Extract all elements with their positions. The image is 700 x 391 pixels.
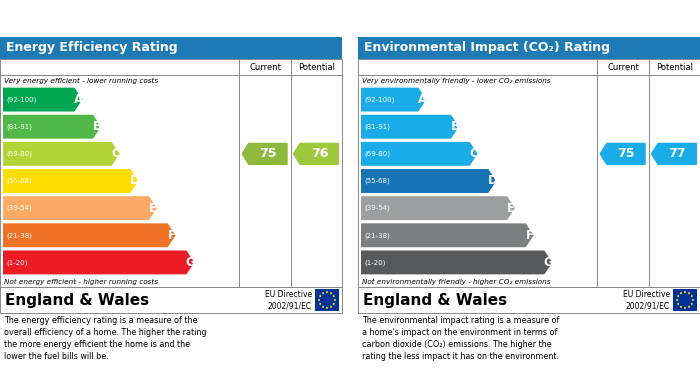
Bar (358, 37, 700, 59)
Bar (0, 59, 342, 287)
Bar (358, 287, 700, 313)
Polygon shape (361, 196, 515, 220)
Text: 75: 75 (259, 147, 276, 160)
Text: (21-38): (21-38) (6, 232, 32, 239)
Polygon shape (3, 251, 195, 274)
Bar (315, 289, 339, 311)
Text: Potential: Potential (656, 63, 693, 72)
Polygon shape (319, 295, 321, 297)
Text: EU Directive
2002/91/EC: EU Directive 2002/91/EC (623, 290, 670, 310)
Polygon shape (3, 169, 139, 193)
Text: (69-80): (69-80) (364, 151, 390, 157)
Text: A: A (418, 93, 427, 106)
Text: The energy efficiency rating is a measure of the
overall efficiency of a home. T: The energy efficiency rating is a measur… (4, 316, 206, 361)
Text: C: C (111, 147, 120, 160)
Polygon shape (687, 305, 690, 308)
Text: 76: 76 (311, 147, 328, 160)
Bar (0, 37, 342, 59)
Polygon shape (687, 292, 690, 294)
Polygon shape (361, 169, 496, 193)
Text: (39-54): (39-54) (6, 205, 32, 212)
Polygon shape (326, 307, 328, 309)
Text: EU Directive
2002/91/EC: EU Directive 2002/91/EC (265, 290, 312, 310)
Text: Energy Efficiency Rating: Energy Efficiency Rating (6, 41, 178, 54)
Polygon shape (326, 291, 328, 293)
Polygon shape (361, 251, 552, 274)
Text: G: G (543, 256, 553, 269)
Polygon shape (691, 295, 693, 297)
Text: 75: 75 (617, 147, 635, 160)
Polygon shape (361, 142, 477, 166)
Text: 77: 77 (668, 147, 686, 160)
Polygon shape (3, 223, 176, 247)
Text: E: E (507, 202, 515, 215)
Text: B: B (92, 120, 102, 133)
Bar (0, 287, 342, 313)
Text: (21-38): (21-38) (364, 232, 390, 239)
Polygon shape (684, 307, 686, 309)
Polygon shape (3, 88, 83, 111)
Text: E: E (149, 202, 157, 215)
Text: G: G (186, 256, 195, 269)
Polygon shape (322, 292, 324, 294)
Text: A: A (74, 93, 83, 106)
Polygon shape (651, 143, 697, 165)
Text: Not energy efficient - higher running costs: Not energy efficient - higher running co… (4, 278, 158, 285)
Text: (39-54): (39-54) (364, 205, 390, 212)
Bar (673, 289, 697, 311)
Text: (69-80): (69-80) (6, 151, 32, 157)
Polygon shape (361, 223, 533, 247)
Polygon shape (691, 303, 693, 305)
Text: (1-20): (1-20) (364, 259, 386, 265)
Polygon shape (3, 142, 120, 166)
Text: D: D (130, 174, 139, 188)
Text: Not environmentally friendly - higher CO₂ emissions: Not environmentally friendly - higher CO… (362, 278, 550, 285)
Polygon shape (676, 299, 678, 301)
Text: Current: Current (607, 63, 639, 72)
Text: Very environmentally friendly - lower CO₂ emissions: Very environmentally friendly - lower CO… (362, 77, 551, 84)
Polygon shape (332, 295, 335, 297)
Polygon shape (677, 303, 680, 305)
Polygon shape (330, 305, 332, 308)
Bar (358, 59, 700, 287)
Polygon shape (334, 299, 336, 301)
Text: Environmental Impact (CO₂) Rating: Environmental Impact (CO₂) Rating (364, 41, 610, 54)
Polygon shape (293, 143, 339, 165)
Text: B: B (451, 120, 459, 133)
Polygon shape (680, 305, 682, 308)
Text: C: C (469, 147, 478, 160)
Text: (1-20): (1-20) (6, 259, 27, 265)
Text: F: F (168, 229, 176, 242)
Text: (81-91): (81-91) (6, 124, 32, 130)
Polygon shape (332, 303, 335, 305)
Text: D: D (487, 174, 497, 188)
Polygon shape (318, 299, 321, 301)
Polygon shape (361, 88, 426, 111)
Polygon shape (3, 115, 101, 139)
Polygon shape (680, 292, 682, 294)
Text: (92-100): (92-100) (364, 96, 394, 103)
Text: (92-100): (92-100) (6, 96, 36, 103)
Polygon shape (241, 143, 288, 165)
Text: England & Wales: England & Wales (5, 292, 149, 307)
Polygon shape (599, 143, 645, 165)
Text: (55-68): (55-68) (364, 178, 390, 184)
Polygon shape (330, 292, 332, 294)
Text: England & Wales: England & Wales (363, 292, 507, 307)
Text: Potential: Potential (298, 63, 335, 72)
Text: (81-91): (81-91) (364, 124, 390, 130)
Polygon shape (319, 303, 321, 305)
Polygon shape (684, 291, 686, 293)
Text: Current: Current (249, 63, 281, 72)
Text: Very energy efficient - lower running costs: Very energy efficient - lower running co… (4, 77, 158, 84)
Text: (55-68): (55-68) (6, 178, 32, 184)
Polygon shape (361, 115, 459, 139)
Polygon shape (322, 305, 324, 308)
Polygon shape (677, 295, 680, 297)
Text: The environmental impact rating is a measure of
a home's impact on the environme: The environmental impact rating is a mea… (362, 316, 559, 361)
Text: F: F (526, 229, 533, 242)
Polygon shape (3, 196, 157, 220)
Polygon shape (692, 299, 694, 301)
